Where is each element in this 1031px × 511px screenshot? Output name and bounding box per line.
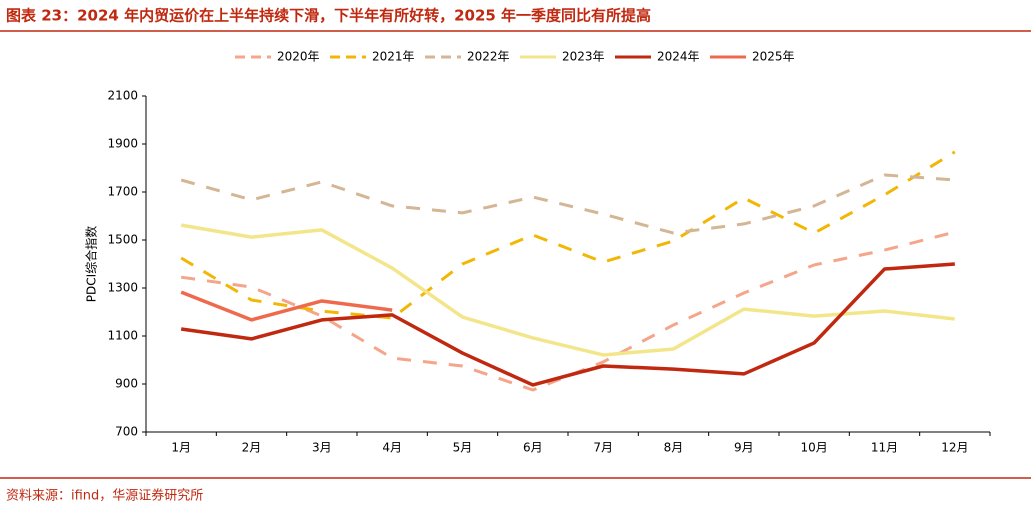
x-tick-label: 2月 bbox=[242, 441, 262, 455]
series-line bbox=[180, 223, 956, 357]
legend-label: 2025年 bbox=[752, 50, 795, 64]
series-line bbox=[180, 173, 955, 235]
legend-label: 2022年 bbox=[467, 50, 510, 64]
x-tick-label: 4月 bbox=[382, 441, 402, 455]
x-tick-label: 6月 bbox=[523, 441, 543, 455]
y-tick-label: 1900 bbox=[107, 137, 138, 151]
y-tick-label: 700 bbox=[115, 425, 138, 439]
y-axis-label: PDCI综合指数 bbox=[84, 226, 99, 302]
x-tick-label: 5月 bbox=[453, 441, 473, 455]
legend-label: 2024年 bbox=[657, 50, 700, 64]
y-tick-label: 2100 bbox=[107, 89, 138, 103]
source: 资料来源：ifind，华源证券研究所 bbox=[6, 488, 203, 504]
y-tick-label: 900 bbox=[115, 377, 138, 391]
x-tick-label: 12月 bbox=[941, 441, 968, 455]
x-tick-label: 10月 bbox=[801, 441, 828, 455]
x-tick-label: 9月 bbox=[734, 441, 754, 455]
series-line bbox=[180, 230, 956, 392]
series-line bbox=[180, 290, 393, 322]
x-tick-label: 11月 bbox=[871, 441, 898, 455]
y-tick-label: 1300 bbox=[107, 281, 138, 295]
y-tick-label: 1100 bbox=[107, 329, 138, 343]
x-tick-label: 1月 bbox=[171, 441, 191, 455]
legend-label: 2023年 bbox=[562, 50, 605, 64]
x-tick-label: 7月 bbox=[593, 441, 613, 455]
legend-label: 2021年 bbox=[372, 50, 415, 64]
x-tick-label: 8月 bbox=[664, 441, 684, 455]
series-line bbox=[180, 150, 956, 320]
series-line bbox=[180, 262, 955, 387]
y-tick-label: 1500 bbox=[107, 233, 138, 247]
chart-title: 图表 23：2024 年内贸运价在上半年持续下滑，下半年有所好转，2025 年一… bbox=[6, 7, 651, 25]
x-tick-label: 3月 bbox=[312, 441, 332, 455]
legend-label: 2020年 bbox=[277, 50, 320, 64]
y-tick-label: 1700 bbox=[107, 185, 138, 199]
